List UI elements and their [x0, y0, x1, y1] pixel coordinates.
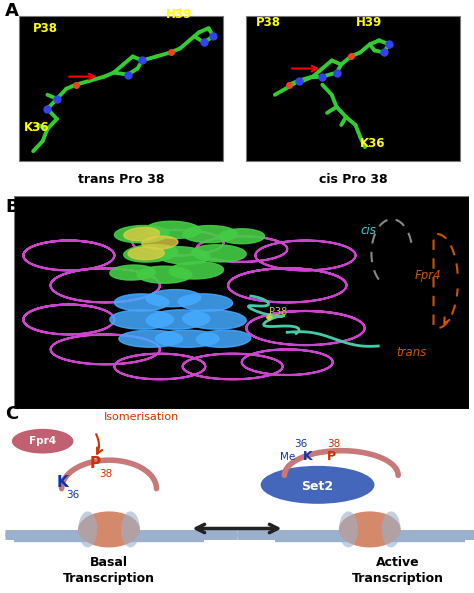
Text: Isomerisation: Isomerisation — [104, 412, 180, 422]
FancyBboxPatch shape — [246, 16, 460, 161]
FancyBboxPatch shape — [14, 196, 469, 409]
Text: K36: K36 — [24, 121, 49, 134]
Text: 36: 36 — [66, 490, 80, 500]
Ellipse shape — [339, 511, 401, 547]
Text: P38: P38 — [269, 307, 287, 317]
Ellipse shape — [121, 511, 140, 547]
Ellipse shape — [78, 511, 97, 547]
Polygon shape — [155, 247, 210, 264]
Ellipse shape — [339, 511, 358, 547]
Text: trans Pro 38: trans Pro 38 — [78, 174, 164, 186]
Polygon shape — [182, 225, 237, 243]
Polygon shape — [119, 330, 182, 347]
Polygon shape — [124, 244, 178, 262]
Text: cis: cis — [360, 224, 376, 237]
Polygon shape — [110, 310, 173, 329]
Text: K: K — [303, 450, 313, 463]
Text: K: K — [57, 475, 69, 490]
Polygon shape — [114, 225, 169, 243]
Polygon shape — [142, 236, 178, 249]
Polygon shape — [146, 221, 201, 238]
Text: K36: K36 — [360, 137, 386, 150]
Text: 38: 38 — [100, 469, 113, 479]
Text: 38: 38 — [327, 439, 340, 449]
Text: H39: H39 — [166, 8, 192, 21]
Polygon shape — [110, 265, 155, 280]
Polygon shape — [137, 266, 191, 283]
Ellipse shape — [382, 511, 401, 547]
Text: 36: 36 — [294, 439, 307, 449]
Ellipse shape — [78, 511, 140, 547]
Text: trans: trans — [396, 346, 427, 359]
Text: cis Pro 38: cis Pro 38 — [319, 174, 387, 186]
Text: Active
Transcription: Active Transcription — [352, 556, 444, 585]
Polygon shape — [155, 330, 219, 347]
Text: Fpr4: Fpr4 — [29, 436, 56, 446]
Polygon shape — [219, 229, 264, 244]
Polygon shape — [146, 289, 201, 307]
Text: Basal
Transcription: Basal Transcription — [63, 556, 155, 585]
Polygon shape — [128, 247, 164, 260]
Polygon shape — [182, 310, 246, 329]
Ellipse shape — [261, 466, 374, 504]
Text: Fpr4: Fpr4 — [415, 269, 441, 282]
Text: P: P — [327, 450, 336, 463]
Text: Me: Me — [280, 452, 295, 462]
Text: C: C — [5, 405, 18, 423]
Text: A: A — [5, 2, 18, 20]
Polygon shape — [114, 294, 169, 311]
Text: P38: P38 — [256, 16, 281, 29]
FancyBboxPatch shape — [19, 16, 223, 161]
Text: P38: P38 — [33, 23, 58, 35]
Polygon shape — [146, 310, 210, 329]
Polygon shape — [124, 228, 159, 241]
Text: P: P — [90, 456, 101, 471]
Polygon shape — [178, 294, 233, 311]
Polygon shape — [192, 245, 246, 262]
Text: H39: H39 — [356, 16, 382, 29]
Ellipse shape — [12, 429, 73, 454]
Polygon shape — [169, 262, 223, 279]
Polygon shape — [196, 330, 251, 347]
Text: B: B — [5, 198, 19, 216]
Text: Set2: Set2 — [301, 480, 334, 493]
